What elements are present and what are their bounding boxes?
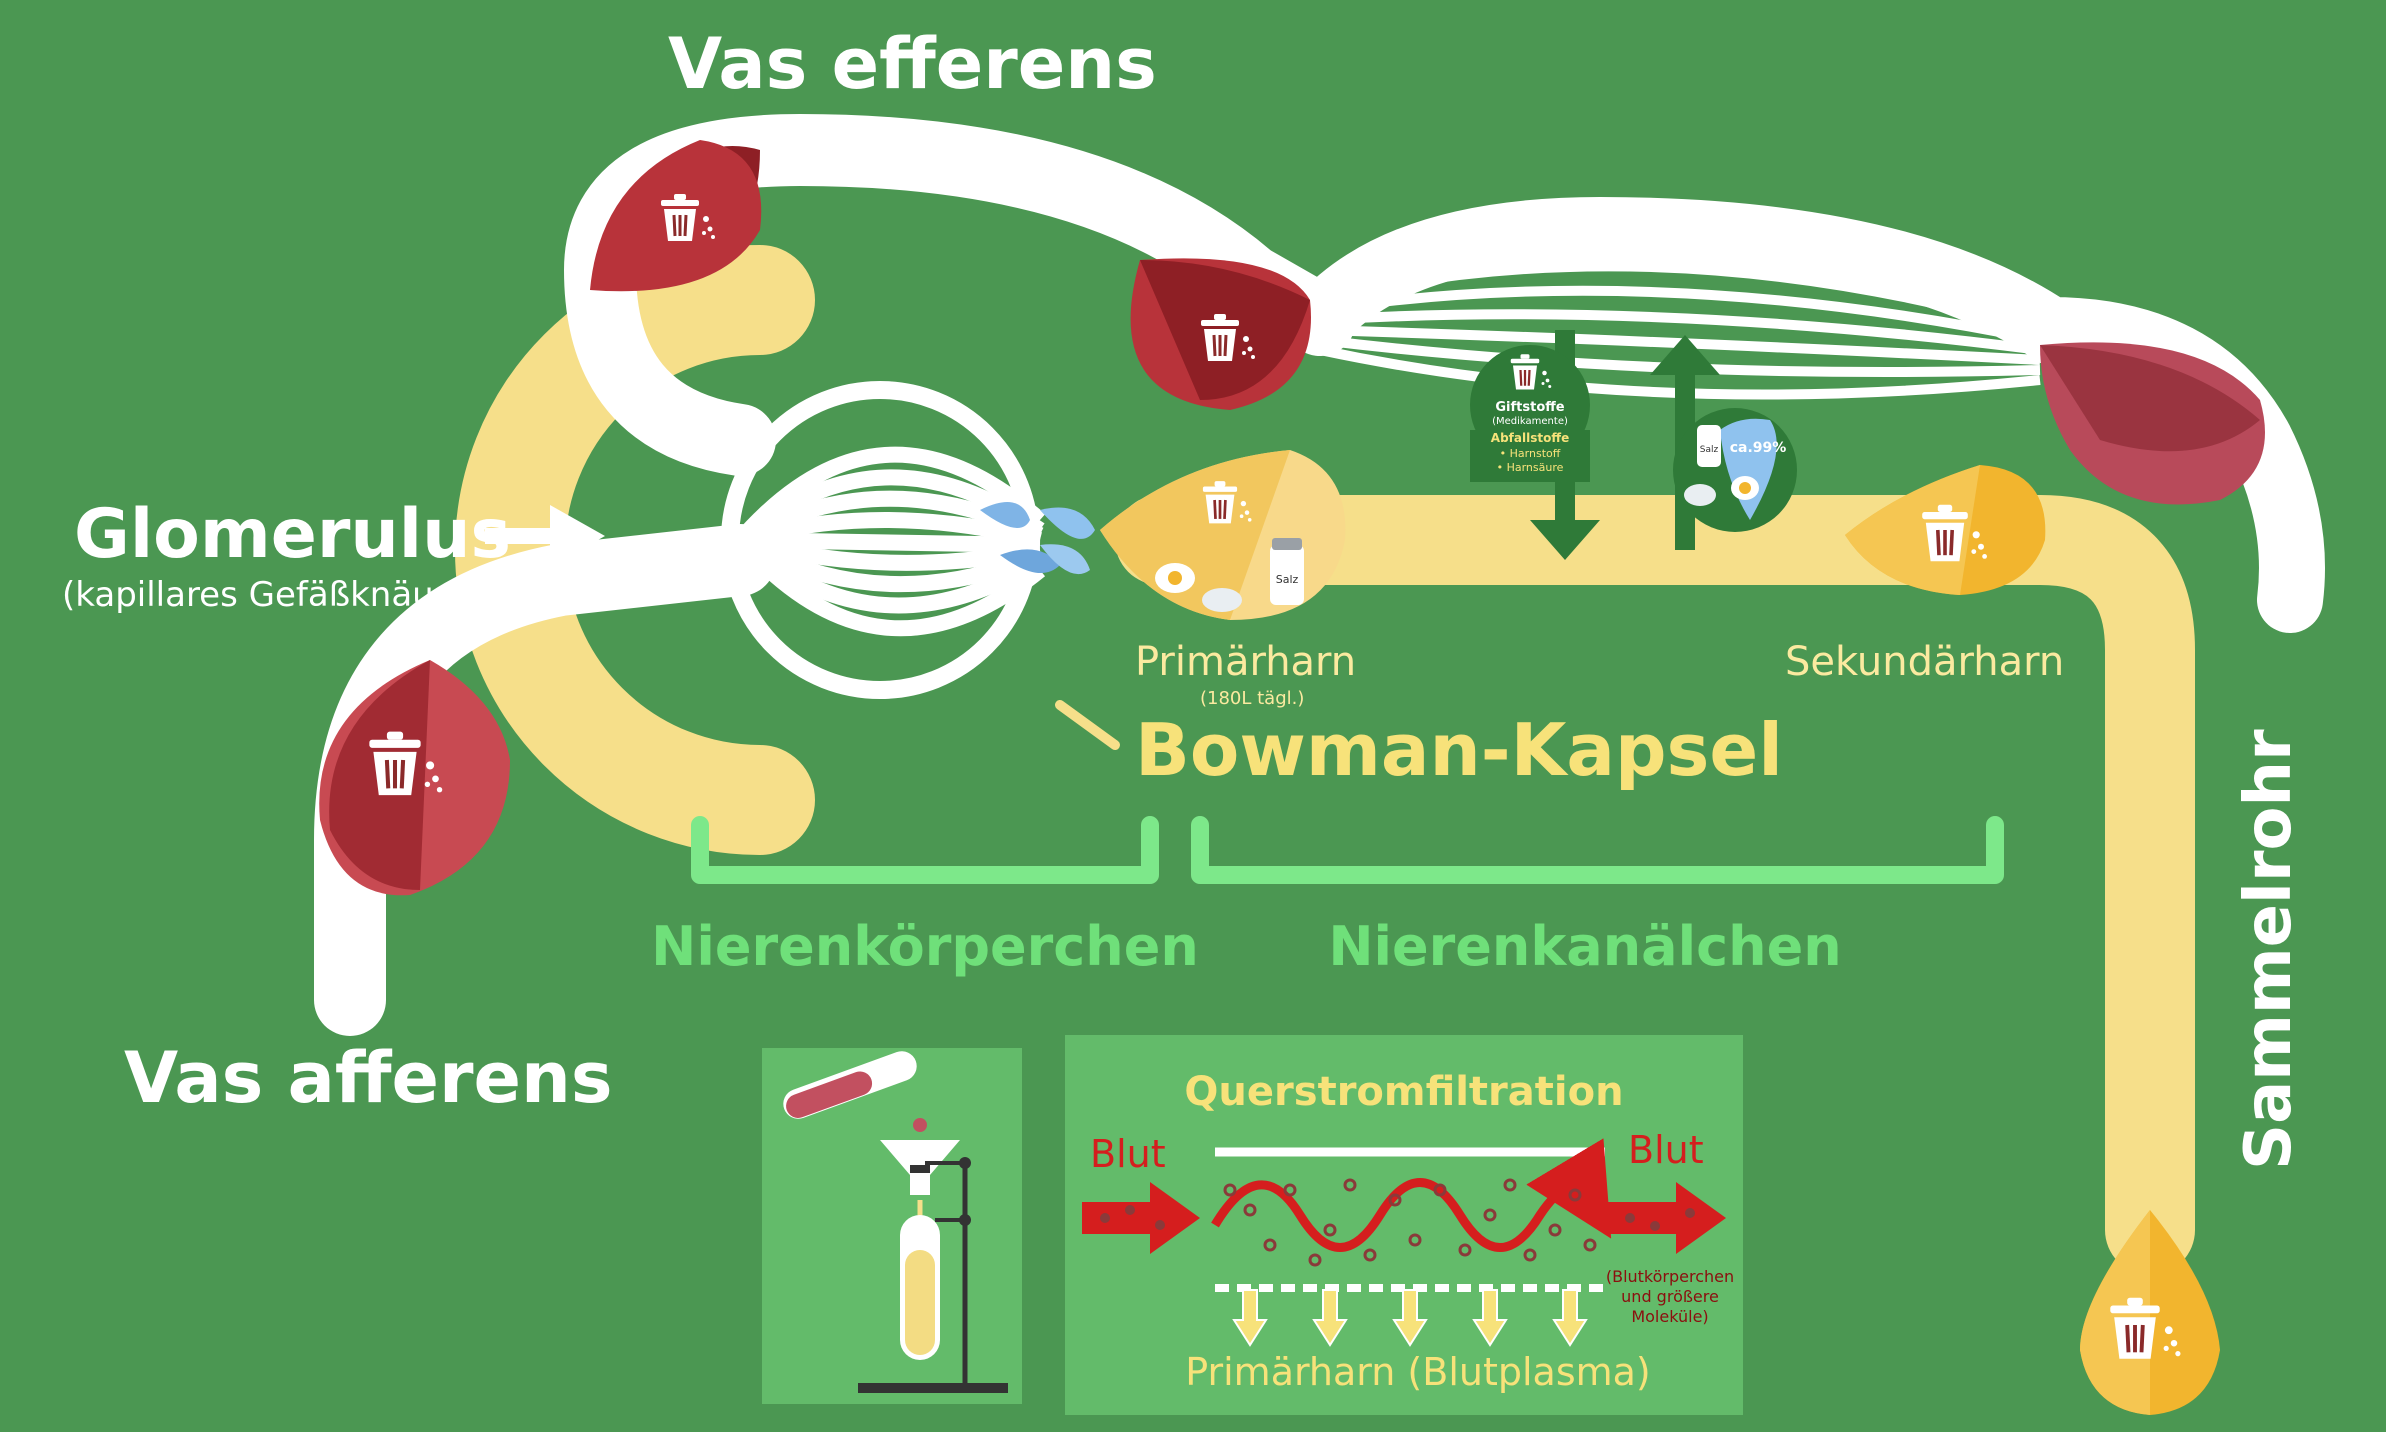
blood-drop-sammelrohr — [2040, 342, 2265, 505]
svg-text:(Medikamente): (Medikamente) — [1492, 416, 1568, 427]
bracket-nierenkanaelchen — [1191, 816, 2004, 884]
svg-text:Giftstoffe: Giftstoffe — [1495, 400, 1564, 415]
salt-shaker-icon — [1697, 425, 1721, 467]
arrow-right-icon — [1082, 1182, 1200, 1254]
flow-wave — [1211, 1138, 1612, 1252]
blut-right-label: Blut — [1628, 1128, 1704, 1172]
final-urine-drop — [2080, 1210, 2220, 1415]
blood-drop-afferens — [319, 660, 510, 896]
blood-note-line-3: Moleküle) — [1631, 1307, 1708, 1326]
glomerulus-arrow-icon — [485, 505, 605, 567]
label-glomerulus-sub: (kapillares Gefäßknäuel) — [62, 575, 477, 615]
lab-filter-panel — [762, 1048, 1022, 1404]
funnel-icon — [880, 1140, 960, 1195]
primaerharn-blutplasma-label: Primärharn (Blutplasma) — [1185, 1350, 1651, 1394]
filtrate-arrows — [1232, 1289, 1588, 1347]
querstrom-panel: Querstromfiltration Blut Blut — [1065, 1035, 1743, 1415]
primaerharn-drop: Salz — [1100, 450, 1346, 620]
blood-note-line-1: (Blutkörperchen — [1606, 1267, 1734, 1286]
bowman-pointer — [1055, 700, 1120, 750]
label-sekundaerharn: Sekundärharn — [1785, 639, 2064, 685]
svg-text:Abfallstoffe: Abfallstoffe — [1491, 431, 1569, 445]
bracket-nierenkoerperchen — [691, 816, 1159, 884]
svg-text:• Harnstoff: • Harnstoff — [1500, 447, 1561, 460]
svg-text:ca.99%: ca.99% — [1730, 440, 1787, 456]
blood-particles — [1223, 1178, 1597, 1267]
test-tube-pouring-icon — [783, 1051, 917, 1119]
filtrate-drops — [980, 502, 1095, 575]
blood-drop-efferens-2 — [1130, 258, 1311, 410]
label-vas-efferens: Vas efferens — [668, 23, 1157, 105]
blut-left-label: Blut — [1090, 1132, 1166, 1176]
blood-note-line-2: und größere — [1621, 1287, 1719, 1306]
tubule — [1115, 495, 2195, 1275]
label-glomerulus: Glomerulus — [74, 495, 511, 574]
svg-text:• Harnsäure: • Harnsäure — [1497, 461, 1564, 474]
egg-icon — [1155, 563, 1195, 593]
glomerulus-knot — [721, 381, 1046, 699]
pill-icon — [1684, 484, 1716, 506]
querstrom-title: Querstromfiltration — [1184, 1069, 1623, 1115]
toxins-badge: Giftstoffe (Medikamente) Abfallstoffe • … — [1470, 345, 1590, 482]
label-nierenkanaelchen: Nierenkanälchen — [1328, 915, 1841, 978]
arrow-right-icon — [1608, 1182, 1726, 1254]
svg-text:Salz: Salz — [1700, 445, 1719, 455]
test-tube-icon — [900, 1215, 940, 1360]
label-bowman-kapsel: Bowman-Kapsel — [1135, 708, 1783, 792]
blood-drop-efferens-1 — [590, 140, 762, 292]
label-vas-afferens: Vas afferens — [124, 1037, 613, 1119]
label-sammelrohr: Sammelrohr — [2232, 729, 2306, 1170]
reabsorb-badge: ca.99% Salz — [1673, 408, 1797, 532]
label-nierenkoerperchen: Nierenkörperchen — [651, 915, 1199, 978]
pill-icon — [1202, 588, 1242, 612]
sekundaerharn-drop — [1845, 465, 2046, 595]
svg-text:Salz: Salz — [1276, 573, 1299, 586]
label-primaerharn-sub: (180L tägl.) — [1200, 688, 1304, 709]
label-primaerharn: Primärharn — [1135, 639, 1356, 685]
salt-shaker-icon: Salz — [1270, 538, 1304, 605]
